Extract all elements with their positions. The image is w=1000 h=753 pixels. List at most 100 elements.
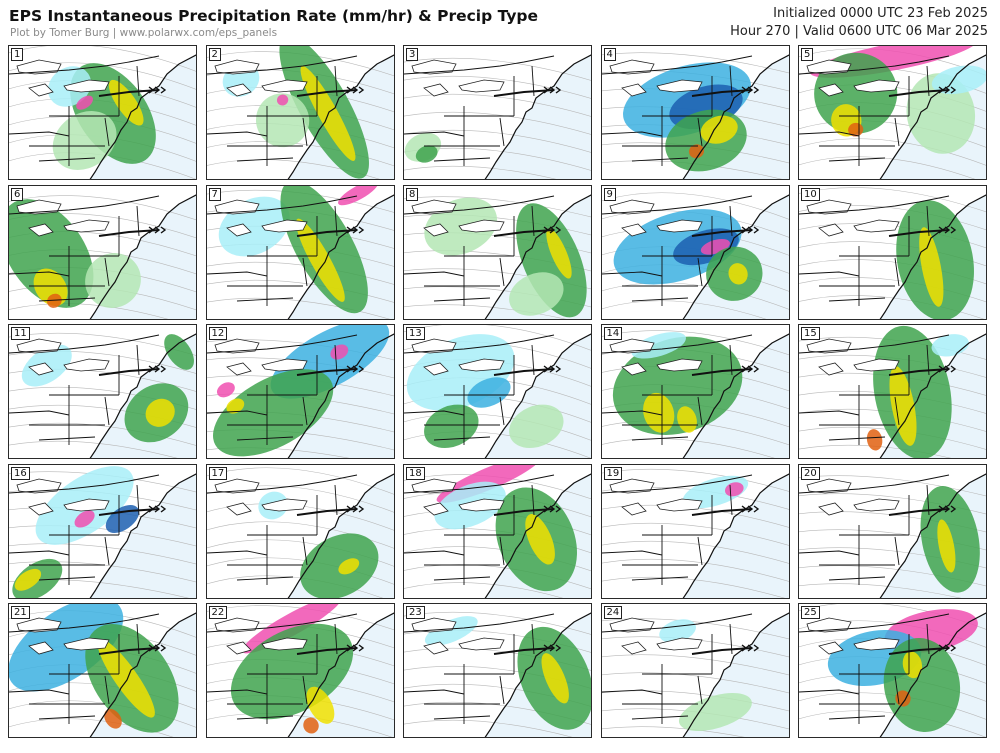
precip-map (404, 325, 591, 459)
forecast-panel: 18 (403, 463, 592, 599)
panel-number: 22 (208, 606, 228, 620)
precip-area (97, 639, 155, 718)
precip-area (424, 616, 478, 647)
precip-area (216, 382, 235, 398)
precip-map (799, 325, 986, 459)
precip-area (47, 293, 62, 308)
precip-area (241, 604, 342, 654)
forecast-panel: 5 (798, 45, 987, 180)
forecast-panel: 17 (205, 463, 395, 599)
precip-area (700, 115, 738, 144)
precip-area (678, 693, 752, 732)
valid-time: Hour 270 | Valid 0600 UTC 06 Mar 2025 (730, 24, 988, 39)
forecast-panel: 10 (798, 184, 987, 320)
panel-number: 6 (11, 187, 24, 201)
forecast-panel: 11 (8, 324, 197, 460)
precip-area (546, 228, 572, 279)
precip-area (937, 519, 956, 573)
forecast-panel: 12 (205, 324, 395, 460)
panel-number: 20 (801, 466, 820, 480)
forecast-panel: 20 (798, 463, 987, 599)
forecast-panel: 1 (8, 45, 197, 180)
precip-area (676, 406, 697, 433)
precip-map (799, 604, 986, 738)
precip-area (509, 271, 564, 316)
precip-area (848, 122, 864, 137)
panel-number: 3 (406, 48, 419, 61)
panel-number: 5 (801, 48, 814, 61)
forecast-panel: 24 (600, 603, 790, 739)
precip-area (145, 398, 175, 428)
precip-map (404, 604, 591, 738)
forecast-panel: 2 (205, 45, 395, 180)
precip-map (799, 464, 986, 598)
precip-area (727, 262, 748, 285)
precip-area (164, 334, 194, 371)
precip-map (404, 185, 591, 319)
forecast-panel: 21 (8, 603, 197, 739)
precip-map (799, 46, 986, 179)
panel-number: 24 (603, 606, 623, 620)
panel-number: 25 (801, 606, 820, 620)
precip-map (206, 325, 394, 459)
precip-area (225, 398, 244, 414)
precip-area (76, 95, 93, 110)
precip-area (688, 144, 704, 159)
precip-area (276, 94, 288, 106)
forecast-panel: 14 (600, 324, 790, 460)
panel-number: 2 (208, 48, 221, 61)
precip-area (467, 377, 511, 408)
precip-area (919, 226, 944, 307)
chart-title: EPS Instantaneous Precipitation Rate (mm… (9, 7, 539, 25)
precip-map (206, 185, 394, 319)
precip-map (206, 604, 394, 738)
precip-area (85, 252, 141, 308)
precip-area (337, 185, 378, 205)
forecast-panel: 3 (403, 45, 592, 180)
forecast-panel: 8 (403, 184, 592, 320)
forecast-panel: 19 (600, 463, 790, 599)
precip-map (9, 185, 196, 319)
precip-area (630, 332, 686, 359)
initialized-time: Initialized 0000 UTC 23 Feb 2025 (773, 6, 988, 21)
panel-number: 21 (11, 606, 30, 620)
precip-map (206, 464, 394, 598)
precip-area (873, 326, 952, 459)
precip-map (9, 464, 196, 598)
precip-area (104, 709, 122, 730)
precip-map (799, 185, 986, 319)
panel-number: 15 (801, 327, 820, 341)
panel-number: 23 (406, 606, 425, 620)
panel-number: 4 (603, 48, 616, 61)
precip-map (9, 46, 196, 179)
precip-map (601, 325, 789, 459)
panel-number: 12 (208, 327, 228, 341)
precip-area (255, 93, 309, 148)
forecast-panel: 6 (8, 184, 197, 320)
panel-number: 10 (801, 187, 820, 201)
precip-map (601, 464, 789, 598)
precip-area (866, 429, 883, 451)
precip-map (404, 464, 591, 598)
panel-number: 17 (208, 466, 228, 480)
forecast-panel: 9 (600, 184, 790, 320)
precip-area (14, 568, 42, 591)
panel-number: 16 (11, 466, 30, 480)
panel-number: 18 (406, 466, 425, 480)
precip-area (509, 404, 564, 449)
precip-area (295, 218, 345, 302)
precip-map (206, 46, 394, 179)
precip-area (305, 687, 334, 725)
panel-number: 9 (603, 187, 616, 201)
forecast-panel: 23 (403, 603, 592, 739)
panel-number: 8 (406, 187, 419, 201)
precip-area (74, 510, 95, 528)
forecast-panel: 13 (403, 324, 592, 460)
precip-map (9, 604, 196, 738)
precip-area (642, 393, 674, 433)
forecast-panel: 25 (798, 603, 987, 739)
panel-number: 19 (603, 466, 623, 480)
chart-header: EPS Instantaneous Precipitation Rate (mm… (0, 0, 1000, 44)
precip-area (212, 369, 333, 457)
forecast-panel: 7 (205, 184, 395, 320)
